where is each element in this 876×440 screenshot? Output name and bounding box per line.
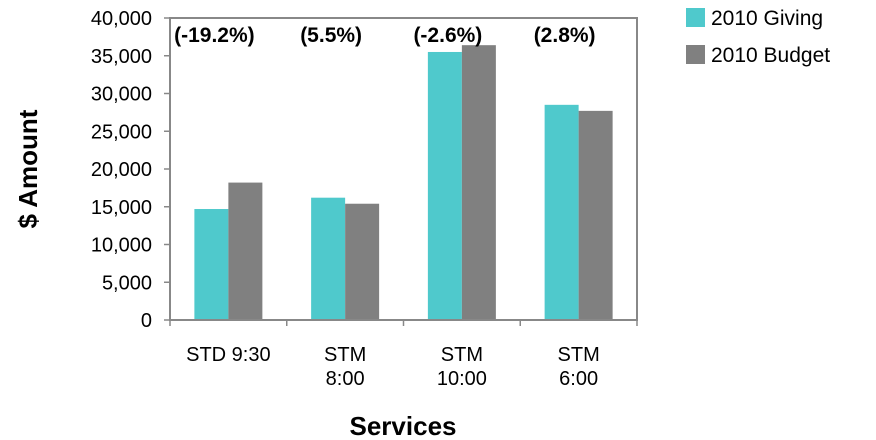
percent-annotation: (-2.6%) [413,24,482,47]
y-tick-label: 30,000 [91,84,152,106]
bar-giving [544,104,579,320]
x-axis-title: Services [350,411,457,440]
legend-swatch-budget [686,45,705,64]
y-axis-ticks: 0 5,000 10,000 15,000 20,000 25,000 30,000 35,0… [91,8,170,332]
x-category-label: STM [441,344,483,366]
bar-giving [194,209,229,320]
legend-label-budget: 2010 Budget [711,44,830,67]
bar-budget [461,45,496,321]
x-category-label: 8:00 [326,368,365,390]
percent-annotation: (5.5%) [300,24,362,47]
legend-swatch-giving [686,8,705,27]
bar-giving [427,51,462,320]
y-axis-title: $ Amount [13,109,43,228]
percent-annotation: (2.8%) [534,24,596,47]
y-tick-label: 5,000 [102,272,152,294]
x-category-label: STM [558,344,600,366]
x-category-label: STM [324,344,366,366]
legend: 2010 Giving 2010 Budget [686,7,830,67]
y-tick-label: 25,000 [91,121,152,143]
bar-budget [345,203,380,320]
bars [194,45,613,321]
y-tick-label: 40,000 [91,8,152,30]
bar-annotations: (-19.2%) (5.5%) (-2.6%) (2.8%) [174,24,595,47]
percent-annotation: (-19.2%) [174,24,255,47]
y-tick-label: 20,000 [91,159,152,181]
y-tick-label: 0 [141,310,152,332]
x-category-label: 10:00 [437,368,487,390]
bar-budget [578,110,613,321]
y-tick-label: 10,000 [91,235,152,257]
x-axis-tick-marks [169,320,638,326]
y-tick-label: 35,000 [91,46,152,68]
x-category-label: 6:00 [559,368,598,390]
bar-giving [311,197,346,320]
y-tick-label: 15,000 [91,197,152,219]
x-category-label: STD 9:30 [186,344,270,366]
bar-budget [228,182,263,320]
legend-label-giving: 2010 Giving [711,7,823,30]
